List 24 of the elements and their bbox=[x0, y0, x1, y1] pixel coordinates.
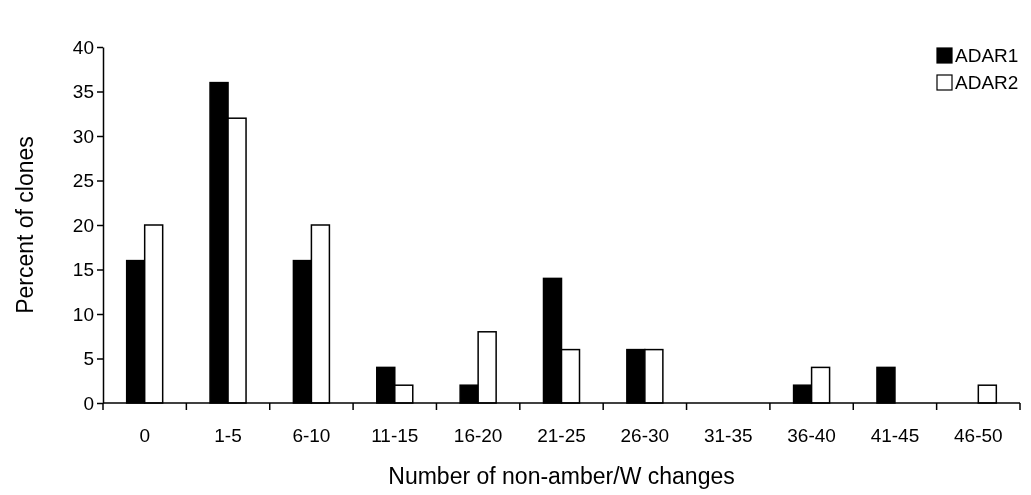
x-tick-label: 0 bbox=[139, 425, 150, 446]
x-axis-title: Number of non-amber/W changes bbox=[388, 463, 735, 489]
y-tick-label: 20 bbox=[72, 214, 94, 236]
x-tick-label: 41-45 bbox=[870, 425, 920, 446]
y-tick-label: 0 bbox=[83, 392, 94, 414]
y-axis-title: Percent of clones bbox=[12, 136, 38, 314]
x-tick-label: 6-10 bbox=[292, 425, 331, 446]
x-tick-label: 36-40 bbox=[787, 425, 836, 446]
x-tick-label: 16-20 bbox=[453, 425, 503, 446]
y-tick-label: 15 bbox=[72, 259, 94, 281]
y-tick-label: 10 bbox=[72, 303, 94, 325]
y-tick-label: 25 bbox=[72, 170, 94, 192]
x-tick-label: 26-30 bbox=[620, 425, 670, 446]
y-tick-label: 35 bbox=[72, 81, 94, 103]
y-tick-label: 30 bbox=[72, 125, 94, 147]
x-tick-label: 21-25 bbox=[537, 425, 586, 446]
legend-label: ADAR2 bbox=[955, 72, 1019, 93]
x-tick-label: 1-5 bbox=[214, 425, 242, 446]
y-tick-label: 5 bbox=[83, 348, 94, 370]
x-tick-label: 46-50 bbox=[954, 425, 1003, 446]
y-tick-label: 40 bbox=[72, 36, 94, 58]
x-tick-label: 11-15 bbox=[371, 425, 419, 446]
x-tick-label: 31-35 bbox=[703, 425, 753, 446]
legend-label: ADAR1 bbox=[955, 45, 1019, 66]
